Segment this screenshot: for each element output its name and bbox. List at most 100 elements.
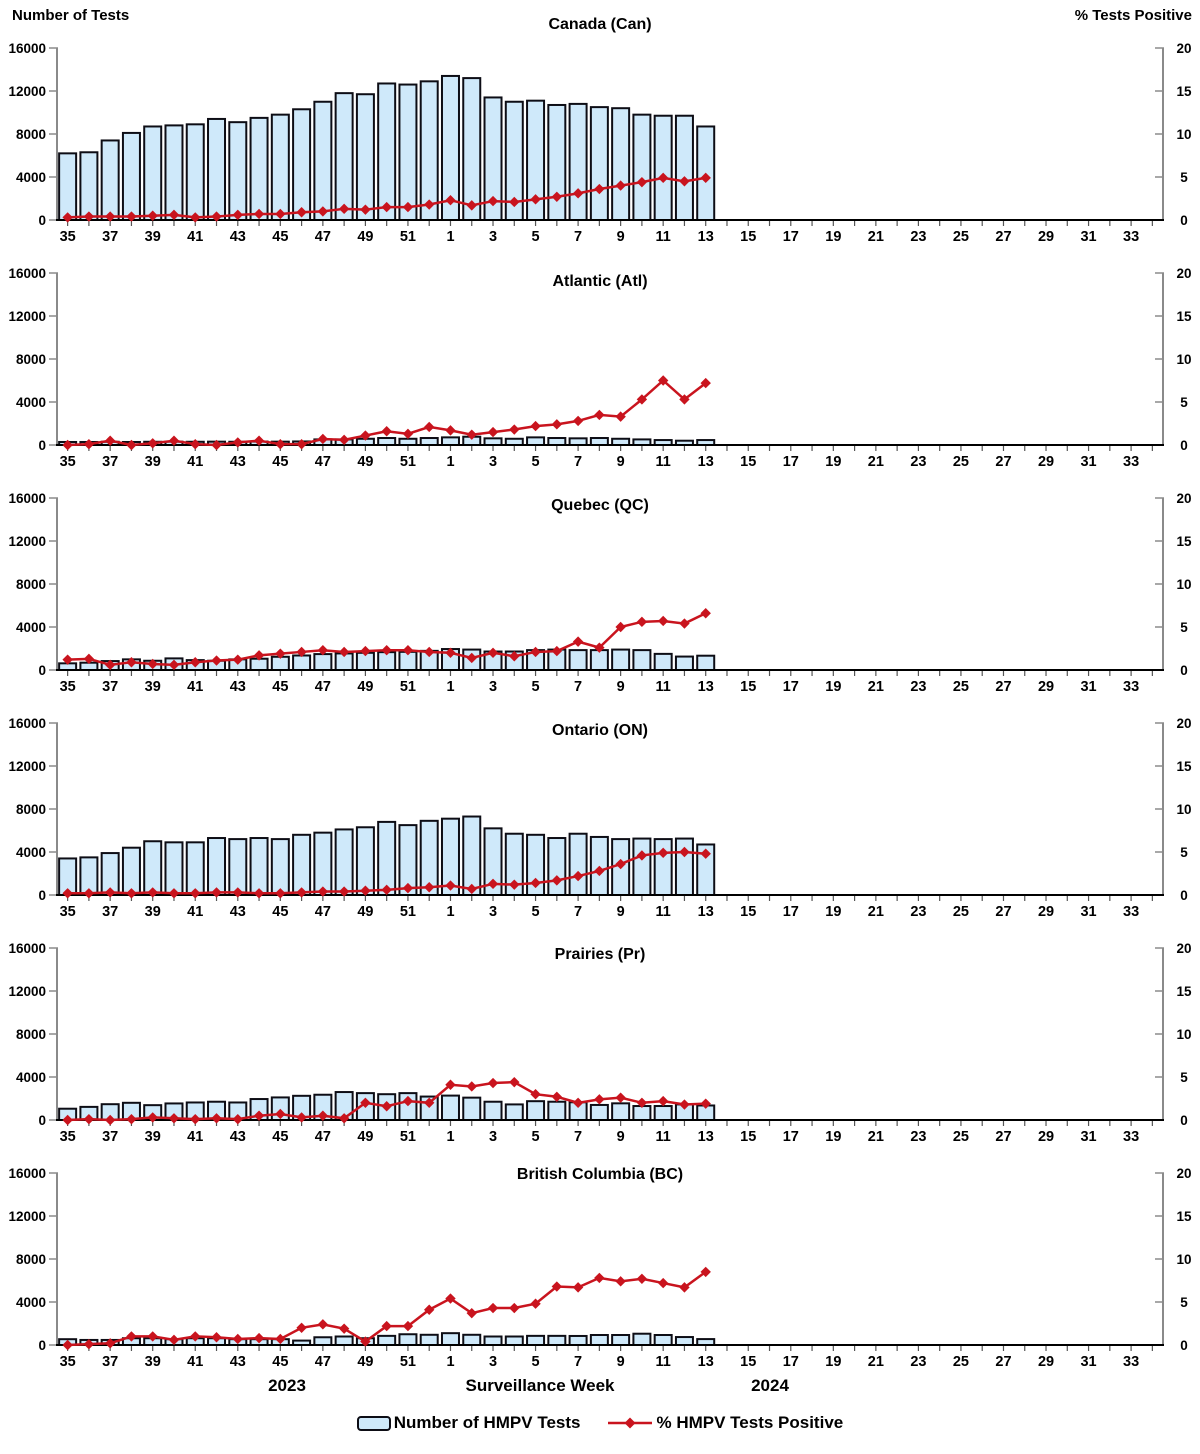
- bar-week-46: [292, 108, 312, 221]
- bar-week-11: [653, 838, 673, 896]
- left-tick-label: 0: [38, 663, 46, 678]
- x-tick-label: 45: [272, 229, 288, 245]
- left-tick-label: 8000: [16, 1252, 46, 1267]
- right-tick-label: 5: [1180, 1070, 1188, 1085]
- bar-week-7: [568, 102, 588, 221]
- pct-point-week-37: [104, 1114, 116, 1126]
- x-tick-label: 21: [868, 454, 884, 470]
- x-axis: 35 37 39 41 43 45 47 49 51 1 3 5 7 9 11 13 15 17 19 21 23 25 2…: [60, 221, 1153, 245]
- x-tick-label: 3: [489, 679, 497, 695]
- pct-point-week-42: [211, 211, 222, 222]
- pct-point-week-43: [232, 1333, 243, 1345]
- pct-point-week-4: [509, 424, 520, 435]
- pct-point-week-2: [466, 1081, 477, 1092]
- bar-week-9: [611, 1102, 631, 1122]
- pct-point-week-10: [636, 1097, 648, 1108]
- x-tick-label: 37: [102, 904, 118, 920]
- pct-point-week-12: [679, 176, 690, 187]
- x-tick-label: 45: [272, 1129, 288, 1145]
- pct-point-week-40: [168, 1334, 180, 1346]
- x-tick-label: 15: [740, 679, 756, 695]
- x-tick-label: 35: [60, 454, 76, 470]
- bar-week-4: [504, 1335, 524, 1346]
- right-tick-label: 0: [1180, 1338, 1188, 1353]
- left-tick-label: 0: [38, 1338, 46, 1353]
- x-tick-label: 41: [187, 904, 203, 920]
- bar-week-50: [377, 437, 397, 447]
- x-tick-label: 29: [1038, 229, 1054, 245]
- x-tick-label: 45: [272, 1354, 288, 1370]
- pct-point-week-12: [679, 394, 690, 405]
- pct-point-week-52: [424, 1304, 435, 1315]
- x-tick-label: 7: [574, 1129, 582, 1145]
- x-tick-label: 35: [60, 904, 76, 920]
- x-tick-label: 35: [60, 679, 76, 695]
- x-tick-label: 41: [187, 1129, 203, 1145]
- x-tick-label: 3: [489, 229, 497, 245]
- bar-week-6: [547, 1100, 567, 1121]
- x-tick-label: 17: [783, 454, 799, 470]
- pct-point-week-4: [509, 879, 520, 890]
- bar-week-2: [462, 815, 482, 897]
- pct-point-week-13: [700, 608, 711, 619]
- x-tick-label: 49: [357, 1129, 373, 1145]
- pct-point-week-3: [487, 647, 499, 658]
- pct-point-week-46: [296, 887, 307, 898]
- bar-week-6: [547, 1334, 567, 1347]
- bar-week-8: [589, 1103, 609, 1121]
- left-tick-label: 0: [38, 213, 46, 228]
- bar-week-11: [653, 1105, 673, 1122]
- pct-point-week-7: [572, 1097, 584, 1108]
- right-axis-title: % Tests Positive: [1074, 7, 1192, 24]
- pct-point-week-47: [317, 1110, 329, 1121]
- pct-point-week-50: [381, 884, 392, 896]
- pct-point-week-13: [700, 172, 711, 184]
- legend-line-marker: [608, 1417, 653, 1429]
- pct-point-week-37: [104, 211, 116, 222]
- bar-week-39: [143, 840, 163, 896]
- pct-point-week-49: [360, 645, 371, 657]
- bar-week-12: [674, 655, 694, 671]
- right-tick-label: 15: [1176, 1209, 1192, 1224]
- x-tick-label: 13: [698, 679, 714, 695]
- x-tick-label: 45: [272, 679, 288, 695]
- left-tick-label: 4000: [16, 395, 46, 410]
- left-tick-label: 12000: [8, 1209, 46, 1224]
- x-tick-label: 47: [315, 904, 331, 920]
- pct-point-week-44: [253, 1110, 265, 1121]
- right-tick-label: 10: [1176, 352, 1191, 367]
- right-tick-label: 20: [1176, 491, 1191, 506]
- x-tick-label: 27: [995, 679, 1011, 695]
- pct-positive-line: [62, 375, 711, 451]
- x-tick-label: 29: [1038, 1354, 1054, 1370]
- pct-point-week-5: [530, 646, 541, 658]
- x-tick-label: 49: [357, 904, 373, 920]
- pct-point-week-51: [402, 1320, 414, 1332]
- bar-week-5: [526, 1334, 546, 1347]
- pct-point-week-11: [657, 375, 669, 386]
- tests-bars: [58, 1332, 716, 1347]
- left-tick-label: 4000: [16, 1070, 46, 1085]
- pct-point-week-45: [275, 208, 286, 220]
- pct-point-week-12: [679, 846, 690, 858]
- pct-point-week-40: [168, 435, 180, 446]
- x-tick-label: 27: [995, 454, 1011, 470]
- x-tick-label: 31: [1080, 229, 1096, 245]
- x-tick-label: 51: [400, 1354, 416, 1370]
- pct-positive-line: [62, 1076, 711, 1126]
- pct-point-week-49: [360, 204, 371, 215]
- pct-point-week-11: [657, 847, 669, 859]
- pct-point-week-36: [83, 1338, 95, 1350]
- pct-point-week-6: [551, 875, 563, 886]
- x-tick-label: 39: [145, 229, 161, 245]
- left-tick-label: 12000: [8, 84, 46, 99]
- left-tick-label: 4000: [16, 845, 46, 860]
- pct-point-week-44: [253, 208, 265, 220]
- year-label-2023: 2023: [268, 1376, 306, 1395]
- x-tick-label: 25: [953, 229, 969, 245]
- pct-point-week-39: [147, 438, 158, 449]
- pct-point-week-49: [360, 885, 371, 896]
- pct-point-week-6: [551, 419, 563, 430]
- bar-week-8: [589, 649, 609, 671]
- pct-point-week-52: [424, 421, 435, 433]
